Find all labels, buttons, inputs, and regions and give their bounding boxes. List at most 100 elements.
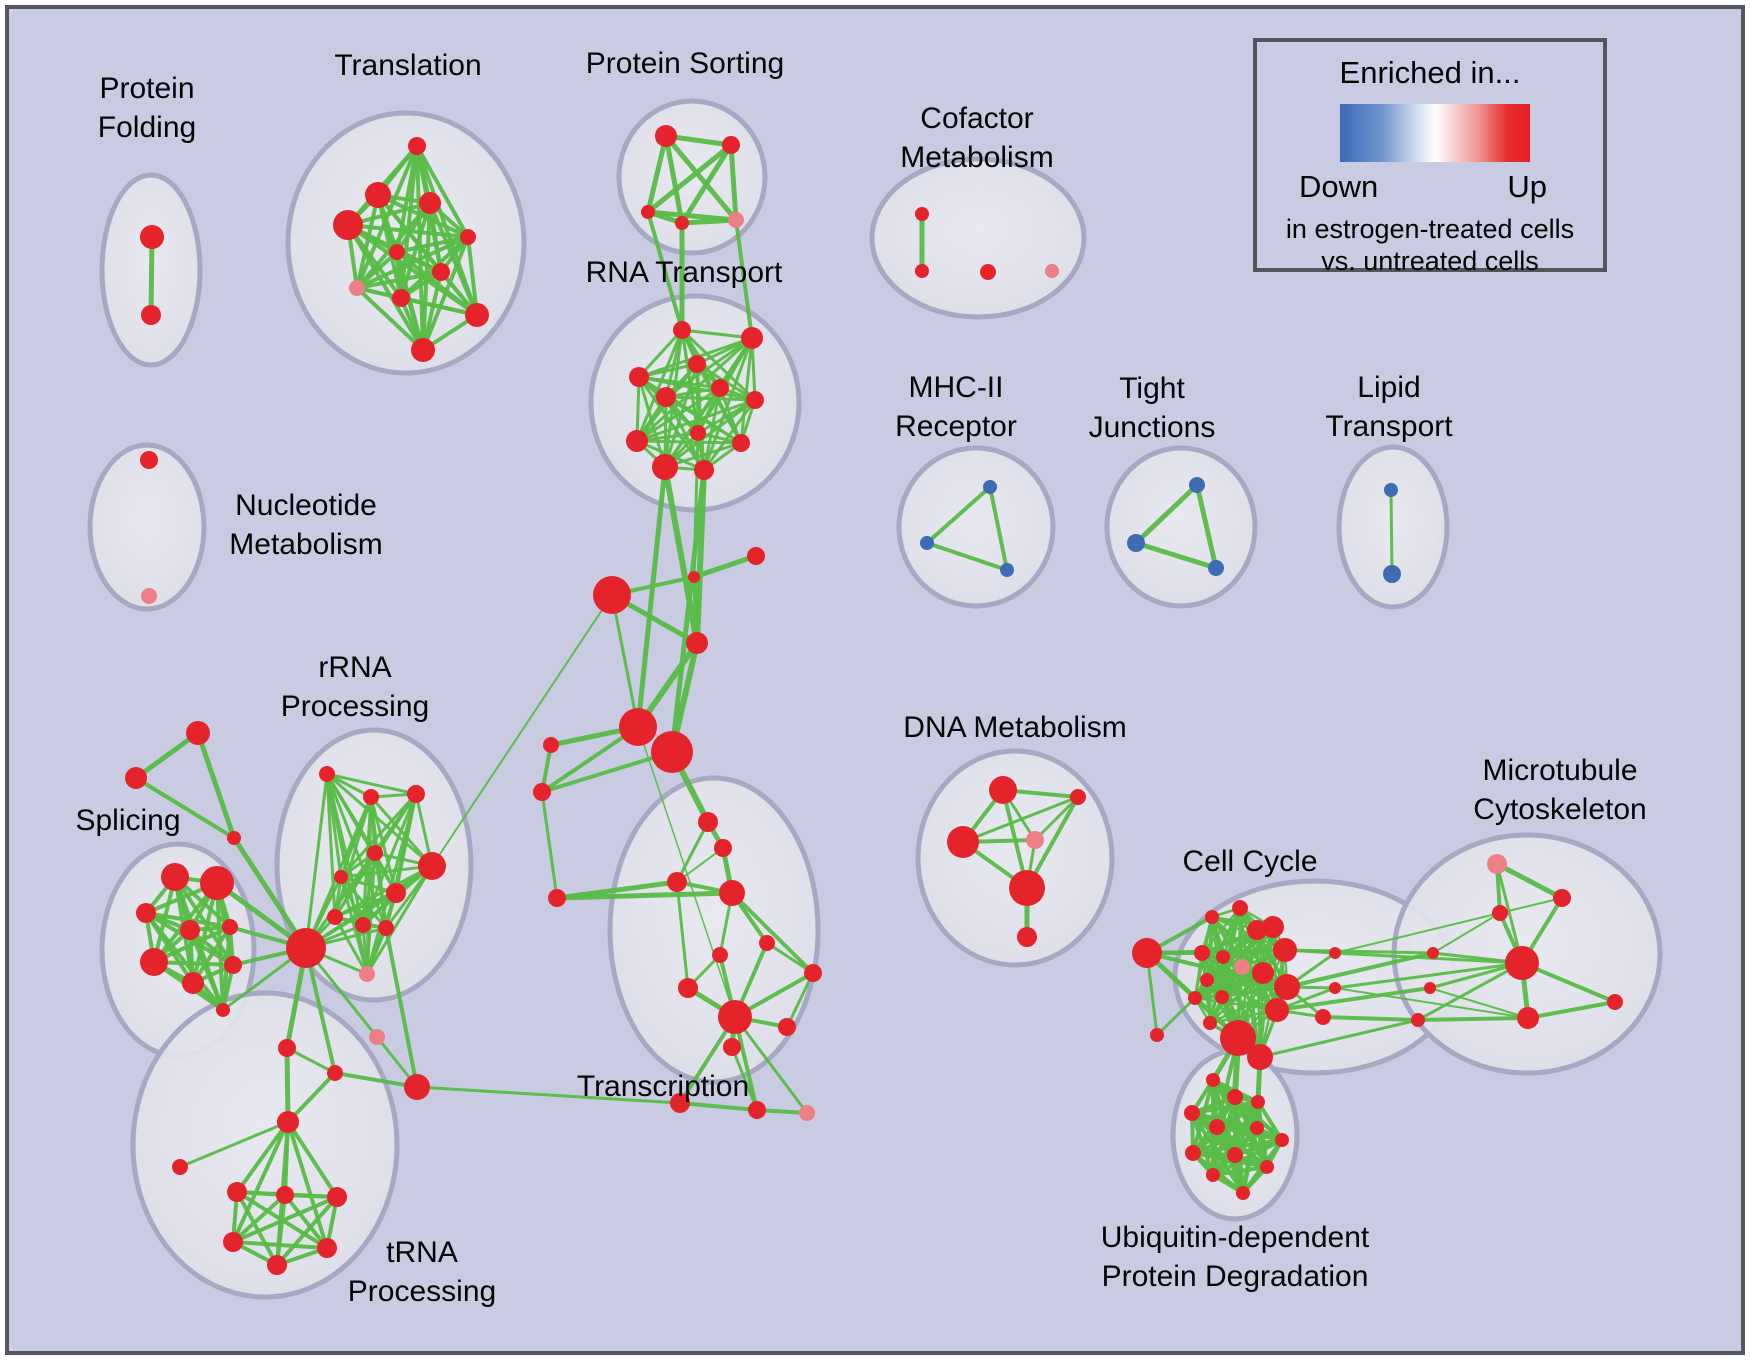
network-edge-microtubule-cytoskeleton — [1495, 862, 1524, 965]
network-edge-tight-junctions — [1133, 482, 1200, 546]
network-edge-connector--rrna-processing — [231, 835, 309, 951]
network-edge-rna-transport — [739, 336, 754, 445]
network-node-splicing — [180, 920, 200, 940]
network-edge-transcription — [730, 891, 815, 975]
network-node-cell-cycle — [1329, 982, 1341, 994]
network-node-ubiquitin-degradation — [1206, 1073, 1220, 1087]
network-node-ubiquitin-degradation — [1185, 1145, 1201, 1161]
network-edge-rna-transport — [664, 395, 757, 402]
network-edge-connector--transcription — [554, 890, 735, 901]
network-edge-transcription — [678, 1015, 737, 1105]
network-edge-splicing — [191, 925, 232, 985]
legend-title: Enriched in... — [1339, 55, 1521, 90]
network-edge-translation — [421, 235, 470, 352]
network-node-rna-transport — [746, 391, 764, 409]
network-node-connector — [125, 767, 147, 789]
network-node-protein-folding — [140, 225, 164, 249]
network-node-cell-cycle — [1265, 998, 1289, 1022]
network-node-microtubule-cytoskeleton — [1517, 1007, 1539, 1029]
network-edge-translation — [466, 235, 479, 317]
network-node-cell-cycle — [1262, 916, 1284, 938]
network-edge-connector--rrna-processing — [384, 926, 419, 1089]
network-node-splicing — [161, 863, 189, 891]
network-edge-protein-sorting--rna-transport — [646, 210, 684, 332]
network-edge-transcription — [730, 1045, 759, 1112]
network-edge-rrna-processing — [365, 864, 434, 976]
network-node-ubiquitin-degradation — [1236, 1186, 1250, 1200]
network-edge-rna-transport — [635, 439, 743, 445]
network-node-rrna-processing — [378, 920, 394, 936]
legend-box: Enriched in... Down Up in estrogen-treat… — [1253, 38, 1607, 276]
network-edge-rna-transport--connector — [669, 467, 707, 755]
network-edge-translation — [355, 193, 380, 290]
network-node-tight-junctions — [1208, 560, 1224, 576]
network-node-transcription — [712, 947, 728, 963]
network-node-protein-sorting — [728, 212, 744, 228]
network-edge-dna-metabolism — [961, 795, 1080, 844]
cluster-ellipse-lipid-transport — [1336, 444, 1450, 610]
network-node-rna-transport — [732, 434, 750, 452]
network-node-nucleotide-metabolism — [140, 451, 158, 469]
network-node-transcription — [667, 872, 687, 892]
network-edge-rna-transport — [635, 398, 757, 443]
network-edge-cell-cycle — [1155, 996, 1197, 1037]
network-node-connector — [543, 737, 559, 753]
network-node-cell-cycle — [1200, 973, 1214, 987]
network-edge-protein-sorting--rna-transport — [734, 218, 754, 340]
network-edge-trna-processing — [283, 1193, 329, 1250]
network-edge-connector — [540, 790, 559, 900]
network-edge-rna-transport — [663, 441, 743, 469]
network-edge-lipid-transport — [1389, 488, 1394, 576]
cluster-label-trna-processing: tRNA Processing — [348, 1236, 496, 1308]
legend-caption-line1: in estrogen-treated cells — [1285, 214, 1575, 244]
network-node-connector — [593, 576, 631, 614]
network-node-rrna-processing — [327, 909, 343, 925]
network-edge-trna-processing — [235, 1190, 279, 1267]
legend-gradient-bar — [1340, 104, 1530, 162]
network-edge-cell-cycle--microtubule-cytoskeleton — [1285, 951, 1435, 989]
network-node-transcription — [714, 839, 732, 857]
network-node-rna-transport — [741, 327, 763, 349]
network-node-splicing — [224, 956, 242, 974]
network-edge-tight-junctions — [1133, 540, 1219, 571]
network-edge-dna-metabolism — [1033, 795, 1080, 842]
network-node-rrna-processing — [359, 966, 375, 982]
network-edge-ubiquitin-degradation — [1191, 1138, 1284, 1155]
network-edge-ubiquitin-degradation — [1211, 1165, 1269, 1177]
network-edge-ubiquitin-degradation — [1256, 1100, 1284, 1142]
network-node-transcription — [799, 1105, 815, 1121]
network-edge-trna-processing — [275, 1195, 339, 1267]
network-node-cell-cycle — [1150, 1028, 1164, 1042]
network-node-cofactor-metabolism — [915, 207, 929, 221]
network-node-cell-cycle — [1205, 910, 1219, 924]
network-node-lipid-transport — [1384, 483, 1398, 497]
network-edge-translation — [428, 201, 443, 274]
network-node-rrna-processing — [286, 928, 326, 968]
network-node-cofactor-metabolism — [980, 264, 996, 280]
network-edge-rna-transport — [702, 386, 722, 472]
network-edge-trna-processing — [231, 1195, 339, 1244]
network-node-microtubule-cytoskeleton — [1411, 1013, 1425, 1027]
network-node-cell-cycle — [1247, 1044, 1273, 1070]
cluster-label-rrna-processing: rRNA Processing — [281, 651, 429, 723]
network-node-connector — [619, 708, 657, 746]
network-node-rrna-processing — [367, 845, 383, 861]
network-node-trna-processing — [276, 1186, 294, 1204]
network-node-cell-cycle — [1188, 991, 1202, 1005]
network-edge-rrna-processing — [373, 851, 388, 930]
network-node-connector — [548, 889, 566, 907]
network-node-connector — [651, 731, 693, 773]
network-edge-rrna-processing — [333, 864, 434, 919]
network-node-protein-sorting — [641, 205, 655, 219]
network-node-trna-processing — [317, 1238, 337, 1258]
network-edge-cell-cycle — [1193, 996, 1279, 1012]
network-node-trna-processing — [227, 1182, 247, 1202]
network-edge-connector — [285, 1046, 337, 1075]
network-edge-rrna-processing — [333, 915, 369, 976]
network-node-transcription — [719, 880, 745, 906]
network-node-translation — [419, 192, 441, 214]
network-node-trna-processing — [172, 1159, 188, 1175]
network-edge-rna-transport — [637, 375, 757, 402]
network-node-connector — [186, 721, 210, 745]
